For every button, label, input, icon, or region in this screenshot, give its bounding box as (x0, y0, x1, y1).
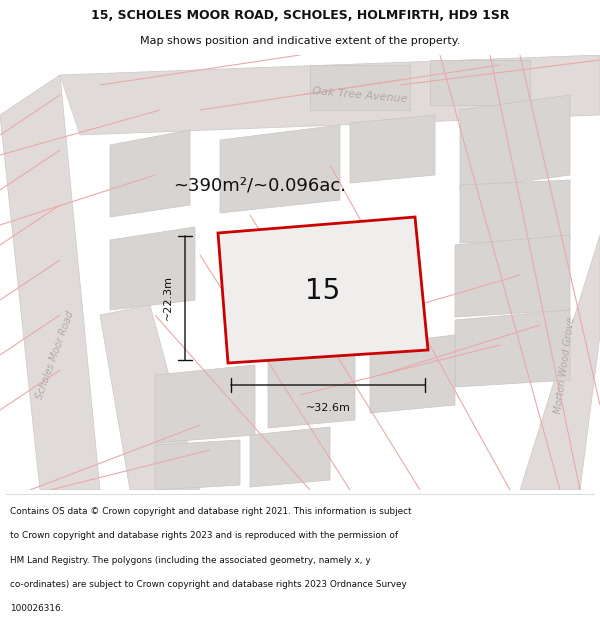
Polygon shape (110, 227, 195, 310)
Polygon shape (520, 235, 600, 490)
Text: Oak Tree Avenue: Oak Tree Avenue (312, 86, 408, 104)
Polygon shape (0, 75, 100, 490)
Polygon shape (370, 335, 455, 413)
Text: Contains OS data © Crown copyright and database right 2021. This information is : Contains OS data © Crown copyright and d… (10, 507, 411, 516)
Text: ~32.6m: ~32.6m (305, 403, 350, 413)
Text: 15: 15 (305, 277, 340, 305)
Polygon shape (310, 65, 410, 110)
Polygon shape (60, 55, 600, 135)
Text: to Crown copyright and database rights 2023 and is reproduced with the permissio: to Crown copyright and database rights 2… (10, 531, 398, 541)
Polygon shape (455, 235, 570, 317)
Text: Map shows position and indicative extent of the property.: Map shows position and indicative extent… (140, 36, 460, 46)
Polygon shape (268, 350, 355, 428)
Text: 15, SCHOLES MOOR ROAD, SCHOLES, HOLMFIRTH, HD9 1SR: 15, SCHOLES MOOR ROAD, SCHOLES, HOLMFIRT… (91, 9, 509, 22)
Text: HM Land Registry. The polygons (including the associated geometry, namely x, y: HM Land Registry. The polygons (includin… (10, 556, 370, 565)
Polygon shape (100, 305, 200, 490)
Text: co-ordinates) are subject to Crown copyright and database rights 2023 Ordnance S: co-ordinates) are subject to Crown copyr… (10, 580, 406, 589)
Polygon shape (220, 125, 340, 213)
Polygon shape (218, 217, 428, 363)
Polygon shape (460, 180, 570, 243)
Polygon shape (455, 310, 570, 387)
Text: ~22.3m: ~22.3m (163, 276, 173, 321)
Polygon shape (155, 440, 240, 490)
Polygon shape (110, 130, 190, 217)
Text: Scholes Moor Road: Scholes Moor Road (34, 309, 76, 401)
Polygon shape (250, 427, 330, 487)
Text: ~390m²/~0.096ac.: ~390m²/~0.096ac. (173, 176, 347, 194)
Polygon shape (155, 365, 255, 443)
Polygon shape (350, 115, 435, 183)
Text: 100026316.: 100026316. (10, 604, 63, 613)
Polygon shape (430, 60, 530, 105)
Text: Morton Wood Grove: Morton Wood Grove (553, 316, 577, 414)
Polygon shape (460, 95, 570, 190)
